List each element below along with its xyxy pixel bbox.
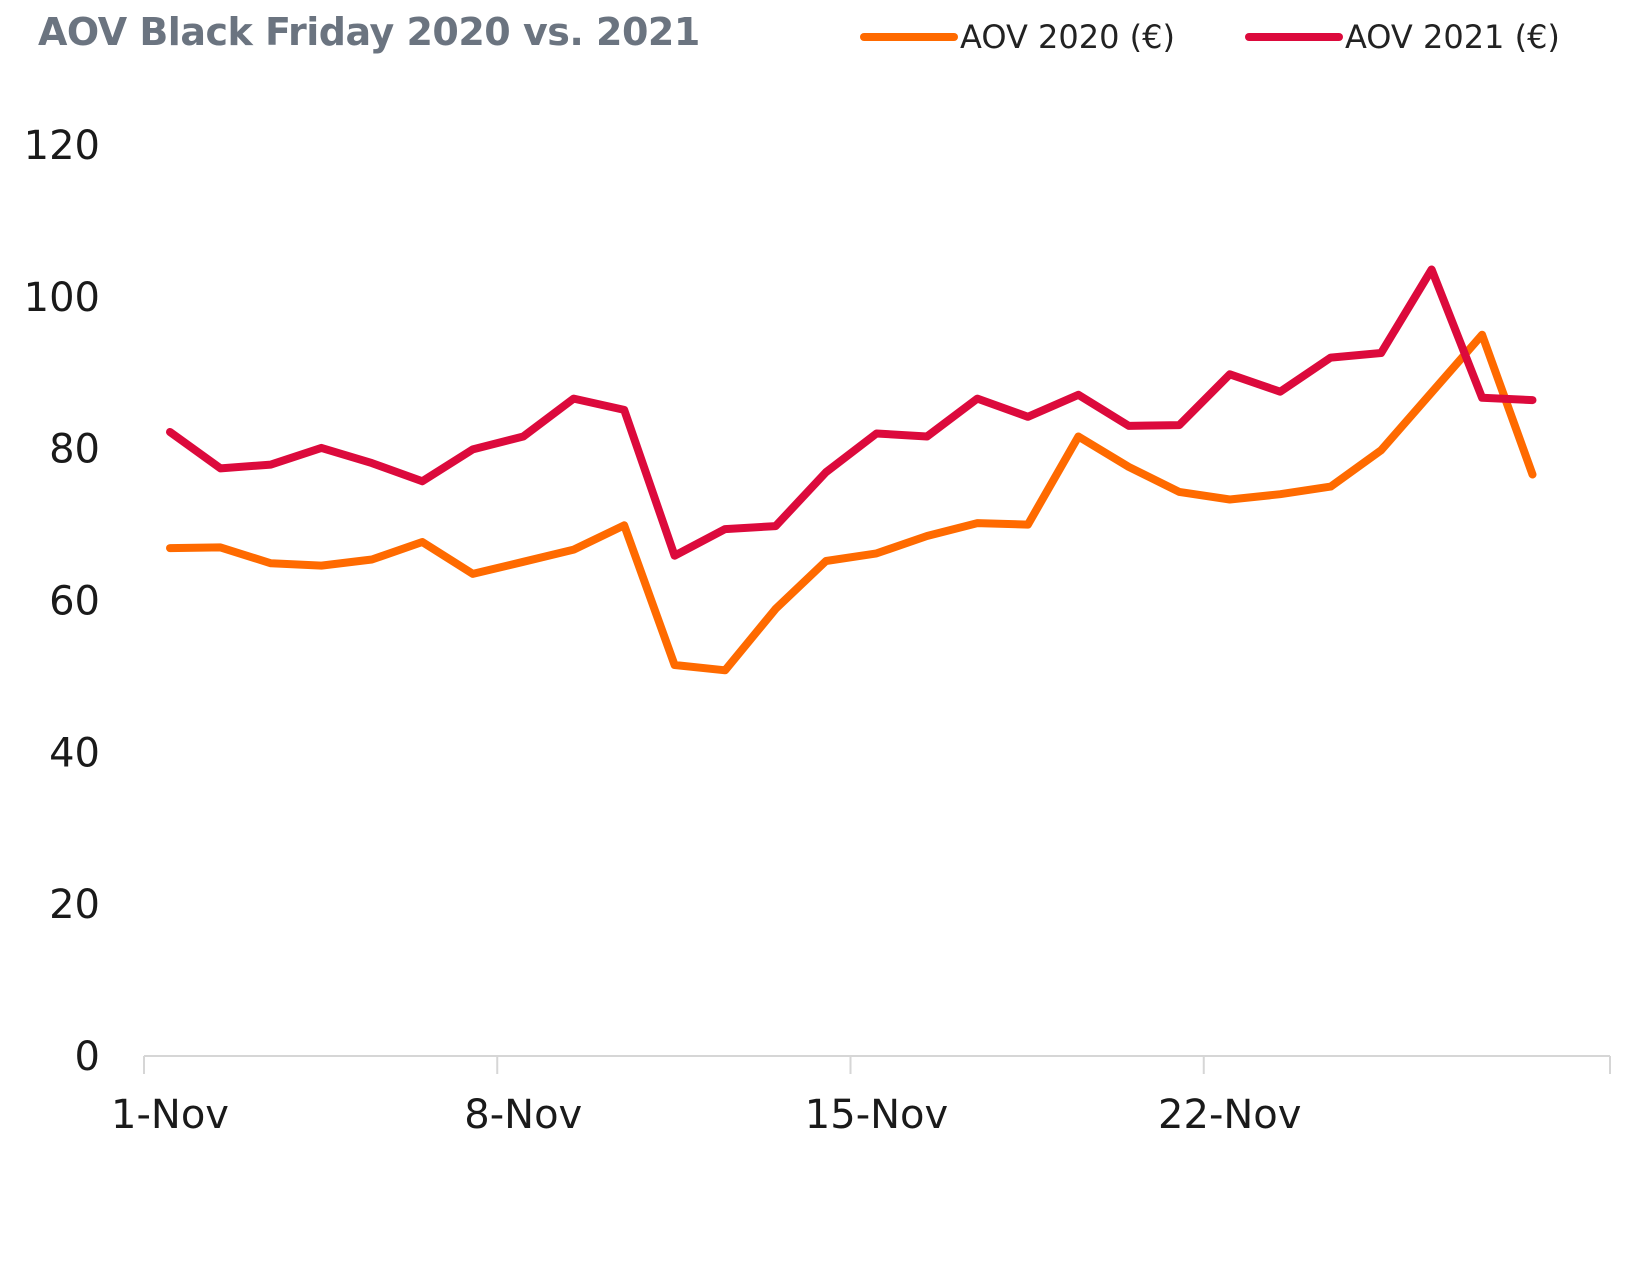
legend-swatch-2021 xyxy=(1244,33,1343,41)
y-tick-label: 0 xyxy=(75,1034,100,1080)
x-tick-label: 1-Nov xyxy=(111,1092,229,1138)
series-line-2021 xyxy=(166,265,1537,560)
legend-item-2021: AOV 2021 (€) xyxy=(1244,18,1560,56)
legend: AOV 2020 (€) AOV 2021 (€) xyxy=(860,18,1560,56)
legend-label-2021: AOV 2021 (€) xyxy=(1344,18,1560,56)
x-tick-label: 22-Nov xyxy=(1158,1092,1301,1138)
legend-swatch-2020 xyxy=(860,33,958,41)
y-tick-label: 100 xyxy=(24,275,100,321)
chart-title: AOV Black Friday 2020 vs. 2021 xyxy=(38,10,700,54)
y-tick-label: 120 xyxy=(24,123,100,169)
y-tick-label: 60 xyxy=(49,579,100,625)
x-tick-label: 15-Nov xyxy=(805,1092,948,1138)
series-line-2020 xyxy=(166,330,1537,675)
y-tick-label: 40 xyxy=(49,730,100,776)
y-tick-label: 20 xyxy=(49,882,100,928)
legend-label-2020: AOV 2020 (€) xyxy=(960,18,1175,56)
x-tick-label: 8-Nov xyxy=(464,1092,582,1138)
y-tick-label: 80 xyxy=(49,427,100,473)
legend-item-2020: AOV 2020 (€) xyxy=(860,18,1175,56)
